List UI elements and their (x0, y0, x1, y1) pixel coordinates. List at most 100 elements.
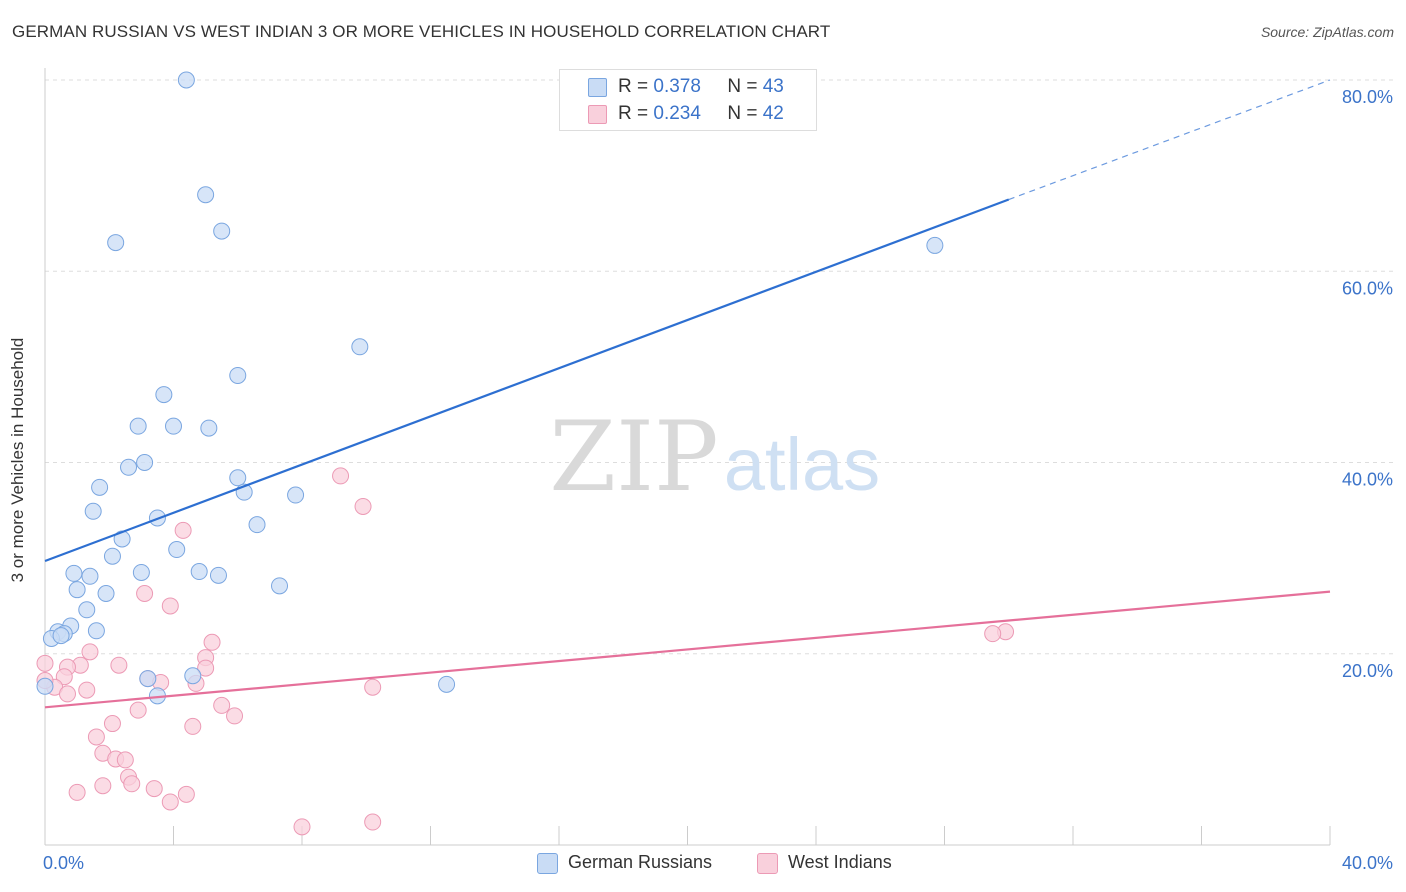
german-russians-points (36, 71, 944, 705)
german-russians-point (87, 622, 105, 640)
west-indians-point (110, 656, 128, 674)
german-russians-point (155, 386, 173, 404)
west-indians-point (364, 678, 382, 696)
german-russians-point (103, 547, 121, 565)
n-label: N = (727, 103, 758, 124)
west-indians-point (129, 701, 147, 719)
german-russians-trend-extension (1008, 79, 1331, 201)
west-indians-point (213, 696, 231, 714)
west-indians-point (81, 643, 99, 661)
n-value: 42 (762, 103, 784, 124)
german-russians-point (197, 186, 215, 204)
german-russians-point (165, 417, 182, 435)
bottom-legend-label: German Russians (568, 852, 713, 872)
west-indians-point (87, 728, 105, 746)
german-russians-point (120, 458, 138, 476)
west-indians-point (293, 818, 311, 836)
bottom-legend-swatch-pink (757, 853, 778, 874)
west-indians-point (332, 467, 350, 485)
west-indians-point (68, 783, 86, 801)
german-russians-point (136, 454, 154, 471)
trend-lines (44, 79, 1331, 709)
west-indians-point (161, 793, 179, 811)
r-label: R = (618, 103, 649, 124)
german-russians-trend-line (44, 198, 1010, 563)
german-russians-point (132, 563, 150, 581)
y-tick-label: 80.0% (1342, 87, 1393, 107)
bottom-legend-swatch-blue (537, 853, 558, 874)
west-indians-point (103, 715, 121, 733)
r-value: 0.234 (653, 103, 701, 124)
german-russians-point (168, 541, 186, 559)
german-russians-point (287, 486, 305, 504)
n-label: N = (727, 76, 758, 97)
german-russians-point (97, 585, 115, 603)
german-russians-point (107, 234, 125, 252)
x-tick-label: 40.0% (1342, 853, 1393, 873)
german-russians-point (68, 581, 86, 599)
west-indians-point (197, 659, 215, 677)
german-russians-point (91, 478, 109, 496)
r-label: R = (618, 76, 649, 97)
german-russians-point (81, 567, 99, 585)
west-indians-point (161, 597, 179, 615)
watermark-zip: ZIP (549, 401, 718, 513)
west-indians-point (78, 681, 96, 699)
german-russians-point (209, 566, 227, 584)
west-indians-point (177, 785, 195, 803)
german-russians-point (926, 236, 944, 254)
legend-swatch-blue (588, 78, 607, 97)
legend-text: R = 0.378 N = 43 (618, 76, 784, 98)
german-russians-point (200, 419, 218, 437)
german-russians-point (213, 222, 231, 240)
axes (44, 68, 1331, 846)
west-indians-point (136, 585, 154, 603)
y-tick-label: 40.0% (1342, 470, 1393, 490)
german-russians-point (84, 502, 102, 520)
y-tick-label: 20.0% (1342, 661, 1393, 681)
german-russians-point (129, 417, 147, 435)
west-indians-point (145, 780, 163, 798)
german-russians-point (78, 601, 96, 619)
west-indians-point (36, 654, 54, 672)
legend-text: R = 0.234 N = 42 (618, 103, 784, 125)
n-value: 43 (762, 76, 784, 97)
german-russians-point (271, 577, 289, 595)
german-russians-point (36, 677, 54, 695)
german-russians-point (229, 366, 247, 384)
source-label: Source: ZipAtlas.com (1260, 24, 1394, 40)
german-russians-point (139, 670, 157, 688)
west-indians-trend-line (44, 590, 1331, 709)
west-indians-point (203, 633, 221, 651)
german-russians-point (351, 338, 369, 356)
west-indians-point (364, 813, 382, 831)
tick-labels: 20.0% 40.0% 60.0% 80.0% 0.0% 40.0% (43, 87, 1393, 873)
west-indians-points (36, 467, 1015, 836)
german-russians-point (248, 516, 266, 534)
y-tick-label: 60.0% (1342, 278, 1393, 298)
watermark-atlas: atlas (724, 423, 880, 506)
west-indians-point (184, 717, 202, 735)
west-indians-point (55, 668, 73, 686)
west-indians-point (94, 777, 112, 795)
german-russians-point (229, 469, 247, 487)
west-indians-point (354, 497, 372, 515)
german-russians-point (438, 675, 456, 693)
west-indians-point (174, 521, 192, 539)
west-indians-point (984, 625, 1002, 643)
west-indians-point (226, 707, 244, 725)
german-russians-point (177, 71, 195, 89)
stats-legend: R = 0.378 N = 43 R = 0.234 N = 42 (559, 69, 817, 131)
bottom-legend-label: West Indians (788, 852, 892, 872)
german-russians-point (190, 563, 208, 581)
gridlines (45, 79, 1395, 655)
west-indians-point (116, 751, 134, 769)
r-value: 0.378 (653, 76, 701, 97)
german-russians-point (184, 667, 202, 685)
chart-title: GERMAN RUSSIAN VS WEST INDIAN 3 OR MORE … (12, 22, 831, 41)
german-russians-point (65, 564, 83, 582)
x-tick-label: 0.0% (43, 853, 84, 873)
west-indians-point (123, 775, 141, 793)
west-indians-point (58, 685, 76, 703)
